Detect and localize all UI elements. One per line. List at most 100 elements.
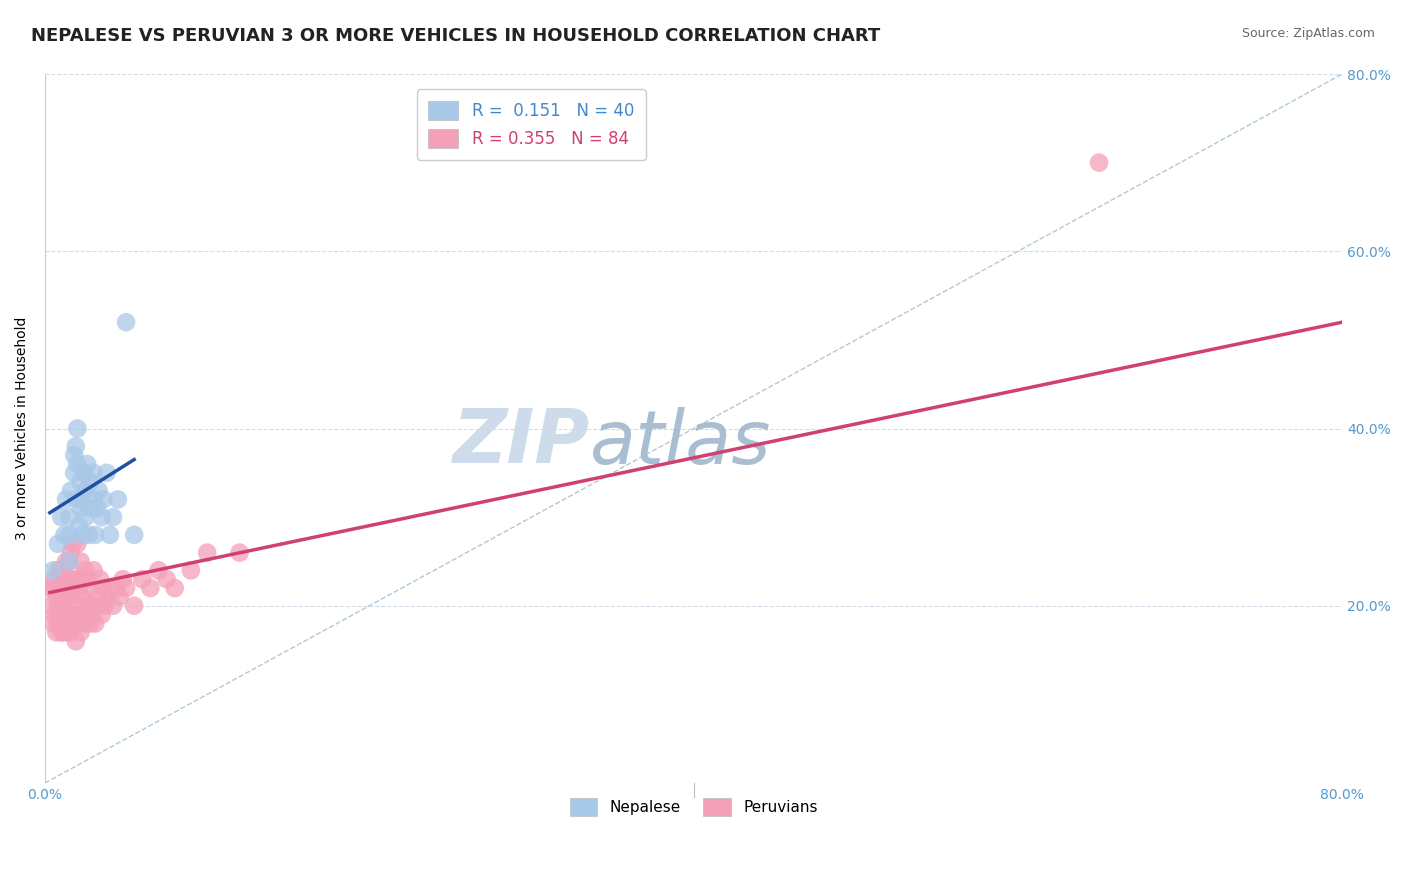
Point bbox=[73, 616, 96, 631]
Point bbox=[58, 554, 80, 568]
Point bbox=[98, 581, 121, 595]
Point bbox=[58, 625, 80, 640]
Point bbox=[89, 572, 111, 586]
Point bbox=[66, 607, 89, 622]
Point bbox=[58, 590, 80, 604]
Point bbox=[90, 607, 112, 622]
Point bbox=[55, 590, 77, 604]
Point bbox=[111, 572, 134, 586]
Point bbox=[79, 501, 101, 516]
Point bbox=[84, 616, 107, 631]
Point bbox=[62, 572, 84, 586]
Point bbox=[83, 599, 105, 613]
Point bbox=[58, 510, 80, 524]
Point bbox=[77, 599, 100, 613]
Point bbox=[51, 625, 73, 640]
Point bbox=[87, 599, 110, 613]
Point bbox=[62, 607, 84, 622]
Point bbox=[131, 572, 153, 586]
Y-axis label: 3 or more Vehicles in Household: 3 or more Vehicles in Household bbox=[15, 317, 30, 541]
Point bbox=[59, 483, 82, 498]
Point bbox=[76, 572, 98, 586]
Point bbox=[66, 492, 89, 507]
Point bbox=[108, 590, 131, 604]
Point bbox=[65, 634, 87, 648]
Point bbox=[42, 616, 65, 631]
Text: Source: ZipAtlas.com: Source: ZipAtlas.com bbox=[1241, 27, 1375, 40]
Point bbox=[42, 563, 65, 577]
Point bbox=[72, 572, 94, 586]
Point bbox=[63, 581, 86, 595]
Text: NEPALESE VS PERUVIAN 3 OR MORE VEHICLES IN HOUSEHOLD CORRELATION CHART: NEPALESE VS PERUVIAN 3 OR MORE VEHICLES … bbox=[31, 27, 880, 45]
Point bbox=[46, 599, 69, 613]
Point bbox=[83, 563, 105, 577]
Point bbox=[66, 572, 89, 586]
Point bbox=[38, 581, 60, 595]
Point bbox=[53, 528, 76, 542]
Point bbox=[59, 581, 82, 595]
Point bbox=[72, 607, 94, 622]
Point bbox=[53, 625, 76, 640]
Point bbox=[69, 501, 91, 516]
Point bbox=[51, 599, 73, 613]
Point bbox=[73, 466, 96, 480]
Point bbox=[72, 492, 94, 507]
Point bbox=[45, 625, 67, 640]
Point bbox=[51, 510, 73, 524]
Point bbox=[180, 563, 202, 577]
Point bbox=[122, 528, 145, 542]
Point bbox=[115, 581, 138, 595]
Point bbox=[66, 537, 89, 551]
Text: atlas: atlas bbox=[591, 407, 772, 479]
Point bbox=[72, 528, 94, 542]
Point bbox=[55, 554, 77, 568]
Point bbox=[52, 616, 75, 631]
Text: ZIP: ZIP bbox=[453, 406, 591, 479]
Point bbox=[48, 581, 70, 595]
Point bbox=[55, 492, 77, 507]
Point bbox=[77, 528, 100, 542]
Point bbox=[94, 599, 117, 613]
Point bbox=[79, 475, 101, 489]
Point bbox=[59, 616, 82, 631]
Point bbox=[53, 607, 76, 622]
Point bbox=[101, 599, 124, 613]
Point bbox=[83, 492, 105, 507]
Point bbox=[79, 616, 101, 631]
Point bbox=[42, 581, 65, 595]
Point bbox=[69, 475, 91, 489]
Point bbox=[69, 625, 91, 640]
Point bbox=[75, 510, 97, 524]
Point bbox=[86, 501, 108, 516]
Point bbox=[66, 421, 89, 435]
Point bbox=[75, 599, 97, 613]
Point bbox=[65, 439, 87, 453]
Point bbox=[163, 581, 186, 595]
Point bbox=[139, 581, 162, 595]
Point bbox=[75, 563, 97, 577]
Point bbox=[56, 572, 79, 586]
Point bbox=[148, 563, 170, 577]
Point bbox=[80, 607, 103, 622]
Point bbox=[46, 616, 69, 631]
Point bbox=[46, 563, 69, 577]
Point bbox=[69, 590, 91, 604]
Point bbox=[67, 616, 90, 631]
Point bbox=[90, 510, 112, 524]
Point bbox=[66, 457, 89, 471]
Point bbox=[59, 546, 82, 560]
Point bbox=[122, 599, 145, 613]
Point bbox=[101, 510, 124, 524]
Legend: Nepalese, Peruvians: Nepalese, Peruvians bbox=[561, 789, 827, 825]
Point bbox=[67, 519, 90, 533]
Point bbox=[62, 537, 84, 551]
Point bbox=[79, 581, 101, 595]
Point bbox=[53, 572, 76, 586]
Point bbox=[69, 554, 91, 568]
Point bbox=[44, 607, 66, 622]
Point bbox=[155, 572, 177, 586]
Point bbox=[93, 581, 115, 595]
Point bbox=[51, 563, 73, 577]
Point bbox=[52, 581, 75, 595]
Point bbox=[46, 537, 69, 551]
